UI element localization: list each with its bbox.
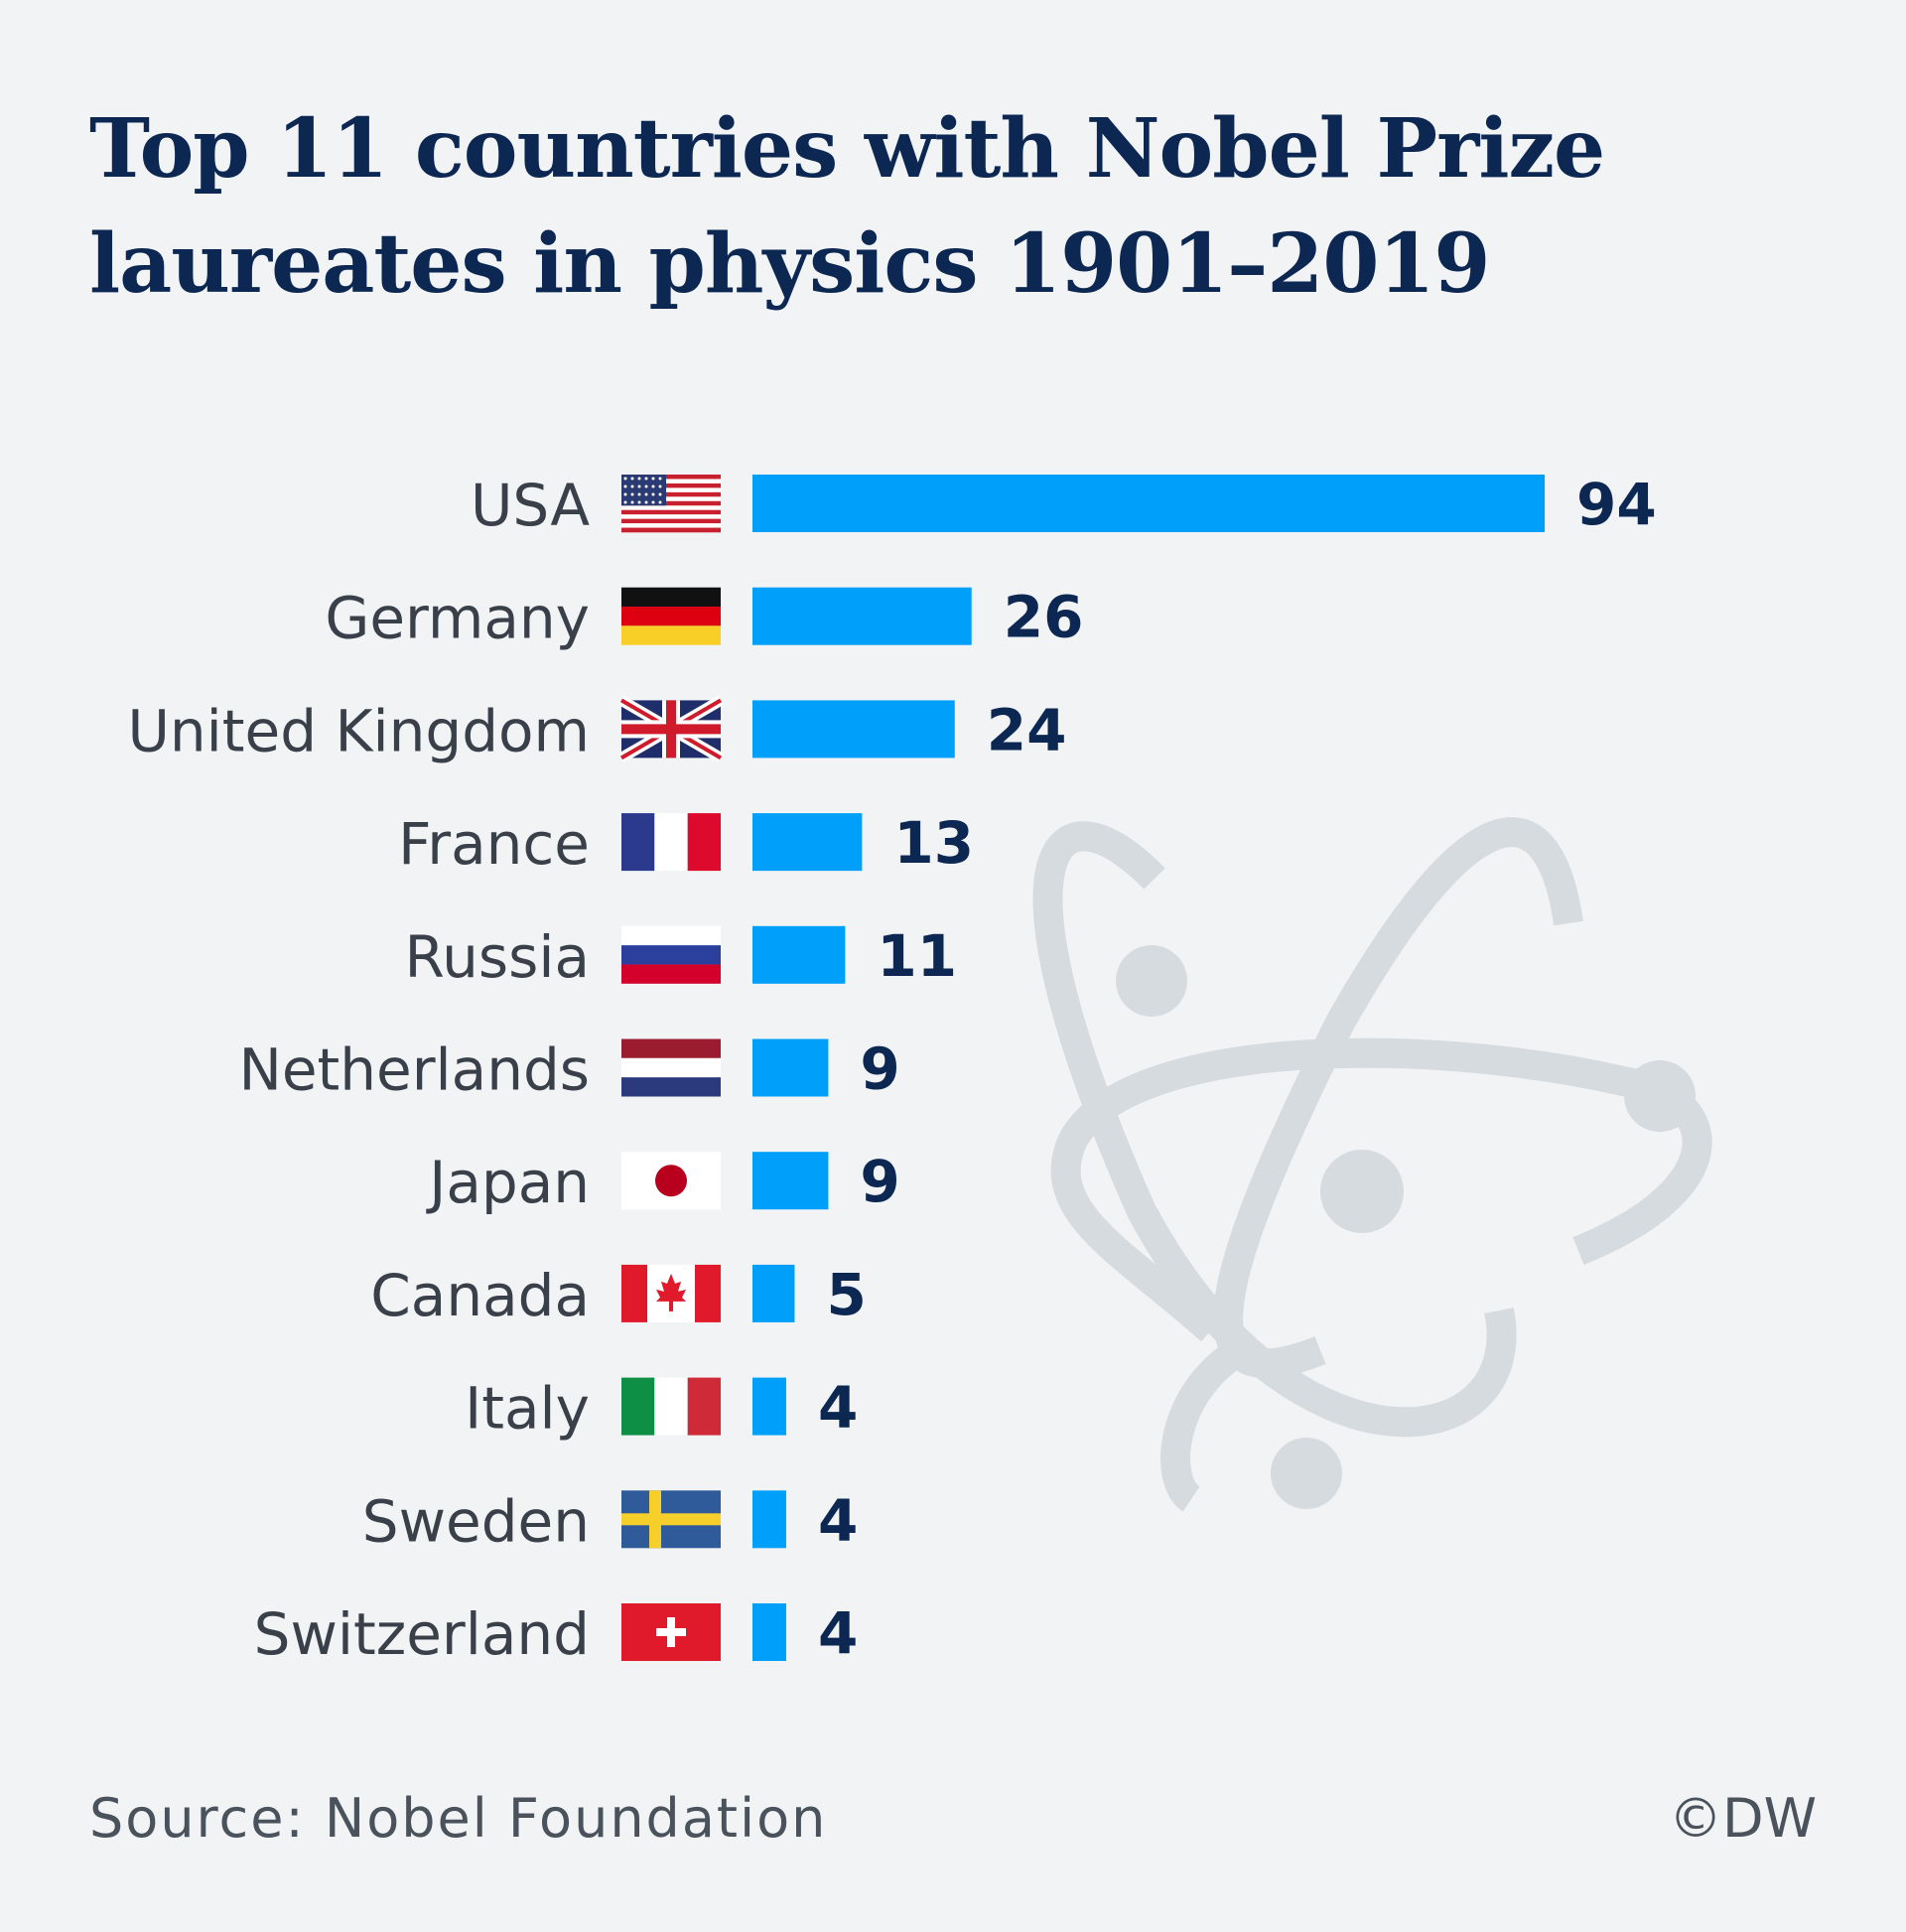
dw-credit: ©DW <box>1669 1787 1817 1850</box>
japan-flag-icon <box>621 1152 721 1210</box>
canada-flag-icon <box>621 1264 721 1322</box>
value-label-france: 13 <box>893 809 974 877</box>
value-label-usa: 94 <box>1576 471 1657 538</box>
value-label-germany: 26 <box>1004 584 1084 651</box>
bar-united-kingdom <box>752 700 955 759</box>
switzerland-flag-icon <box>621 1603 721 1661</box>
sweden-flag-icon <box>621 1490 721 1549</box>
category-label-sweden: Sweden <box>362 1487 590 1555</box>
value-label-sweden: 4 <box>818 1486 858 1554</box>
italy-flag-icon <box>621 1377 721 1436</box>
value-label-united-kingdom: 24 <box>987 696 1067 763</box>
bar-usa <box>752 475 1545 532</box>
bar-netherlands <box>752 1038 829 1097</box>
category-label-germany: Germany <box>325 585 590 652</box>
source-note: Source: Nobel Foundation <box>89 1787 828 1850</box>
bar-italy <box>752 1377 786 1436</box>
russia-flag-icon <box>621 925 721 984</box>
value-label-switzerland: 4 <box>818 1599 858 1667</box>
germany-flag-icon <box>621 587 721 645</box>
bar-japan <box>752 1152 829 1210</box>
chart-title-line-2: laureates in physics 1901–2019 <box>89 216 1491 312</box>
category-label-italy: Italy <box>465 1375 590 1443</box>
bar-russia <box>752 925 846 984</box>
value-label-italy: 4 <box>818 1374 858 1442</box>
value-label-netherlands: 9 <box>860 1035 899 1103</box>
category-label-united-kingdom: United Kingdom <box>127 697 590 764</box>
value-label-russia: 11 <box>877 922 957 990</box>
category-label-france: France <box>398 810 590 878</box>
category-label-netherlands: Netherlands <box>238 1036 590 1104</box>
france-flag-icon <box>621 813 721 872</box>
category-label-russia: Russia <box>404 923 590 991</box>
value-label-canada: 5 <box>826 1261 866 1328</box>
usa-flag-icon <box>621 475 721 533</box>
chart-title: Top 11 countries with Nobel Prize laurea… <box>89 91 1777 322</box>
bar-canada <box>752 1264 795 1322</box>
bar-sweden <box>752 1490 786 1549</box>
bar-switzerland <box>752 1603 786 1661</box>
netherlands-flag-icon <box>621 1038 721 1097</box>
bar-germany <box>752 587 972 645</box>
category-label-switzerland: Switzerland <box>254 1600 590 1668</box>
category-label-canada: Canada <box>370 1262 590 1329</box>
chart-title-line-1: Top 11 countries with Nobel Prize <box>89 101 1605 197</box>
category-label-usa: USA <box>471 472 590 539</box>
category-label-japan: Japan <box>426 1149 590 1216</box>
value-label-japan: 9 <box>860 1148 899 1215</box>
uk-flag-icon <box>618 695 724 763</box>
bar-france <box>752 813 863 872</box>
